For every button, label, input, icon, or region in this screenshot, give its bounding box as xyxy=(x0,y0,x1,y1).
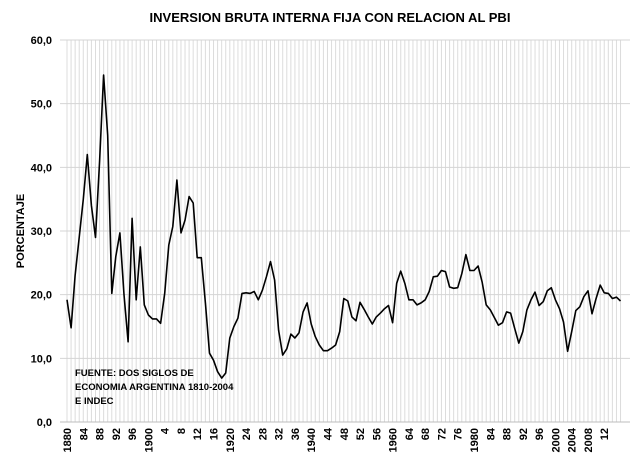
x-tick-label: 16 xyxy=(209,428,221,440)
x-tick-label: 2004 xyxy=(567,427,579,452)
x-tick-label: 36 xyxy=(290,428,302,440)
x-tick-label: 8 xyxy=(176,428,188,434)
x-tick-label: 2008 xyxy=(583,428,595,452)
x-tick-label: 12 xyxy=(192,428,204,440)
x-tick-label: 84 xyxy=(485,427,497,440)
y-tick-label: 20,0 xyxy=(31,290,52,302)
x-tick-label: 92 xyxy=(518,428,530,440)
x-tick-label: 92 xyxy=(111,428,123,440)
x-tick-label: 96 xyxy=(127,428,139,440)
y-tick-label: 50,0 xyxy=(31,99,52,111)
x-tick-label: 28 xyxy=(257,428,269,440)
x-tick-label: 2000 xyxy=(550,428,562,452)
x-tick-label: 1940 xyxy=(306,428,318,452)
x-tick-label: 64 xyxy=(404,427,416,440)
y-tick-label: 10,0 xyxy=(31,353,52,365)
source-annotation: FUENTE: DOS SIGLOS DE ECONOMIA ARGENTINA… xyxy=(75,368,234,407)
x-tick-label: 68 xyxy=(420,428,432,440)
series-line xyxy=(66,74,622,379)
series-group xyxy=(66,74,622,379)
chart-title: INVERSION BRUTA INTERNA FIJA CON RELACIO… xyxy=(150,10,511,25)
x-tick-labels: 1880 84 88 92 96 1900 4 8 12 16 1920 24 28 32 36 1940 44… xyxy=(62,427,611,452)
y-tick-label: 0,0 xyxy=(37,417,52,429)
y-tick-labels: 0,0 10,0 20,0 30,0 40,0 50,0 60,0 xyxy=(31,35,52,429)
x-tick-label: 48 xyxy=(339,428,351,440)
x-tick-label: 52 xyxy=(355,428,367,440)
x-tick-label: 4 xyxy=(160,427,172,434)
x-tick-label: 56 xyxy=(371,428,383,440)
x-tick-label: 32 xyxy=(274,428,286,440)
x-tick-label: 1980 xyxy=(469,428,481,452)
x-tick-label: 88 xyxy=(502,428,514,440)
y-tick-label: 40,0 xyxy=(31,162,52,174)
horizontal-gridlines xyxy=(60,39,630,423)
x-tick-label: 1960 xyxy=(388,428,400,452)
x-tick-label: 76 xyxy=(453,428,465,440)
x-tick-label: 12 xyxy=(599,428,611,440)
x-tick-label: 96 xyxy=(534,428,546,440)
x-tick-label: 1880 xyxy=(62,428,74,452)
y-tick-label: 30,0 xyxy=(31,226,52,238)
x-tick-label: 72 xyxy=(436,428,448,440)
x-tick-label: 88 xyxy=(95,428,107,440)
y-tick-label: 60,0 xyxy=(31,35,52,47)
x-tick-label: 1900 xyxy=(143,428,155,452)
y-axis-label: PORCENTAJE xyxy=(15,194,27,268)
annotation-line-3: E INDEC xyxy=(75,396,114,407)
annotation-line-2: ECONOMIA ARGENTINA 1810-2004 xyxy=(75,382,234,393)
x-tick-label: 24 xyxy=(241,427,253,440)
x-tick-label: 84 xyxy=(78,427,90,440)
x-tick-label: 44 xyxy=(322,427,334,440)
annotation-line-1: FUENTE: DOS SIGLOS DE xyxy=(75,368,194,379)
x-tick-label: 1920 xyxy=(225,428,237,452)
